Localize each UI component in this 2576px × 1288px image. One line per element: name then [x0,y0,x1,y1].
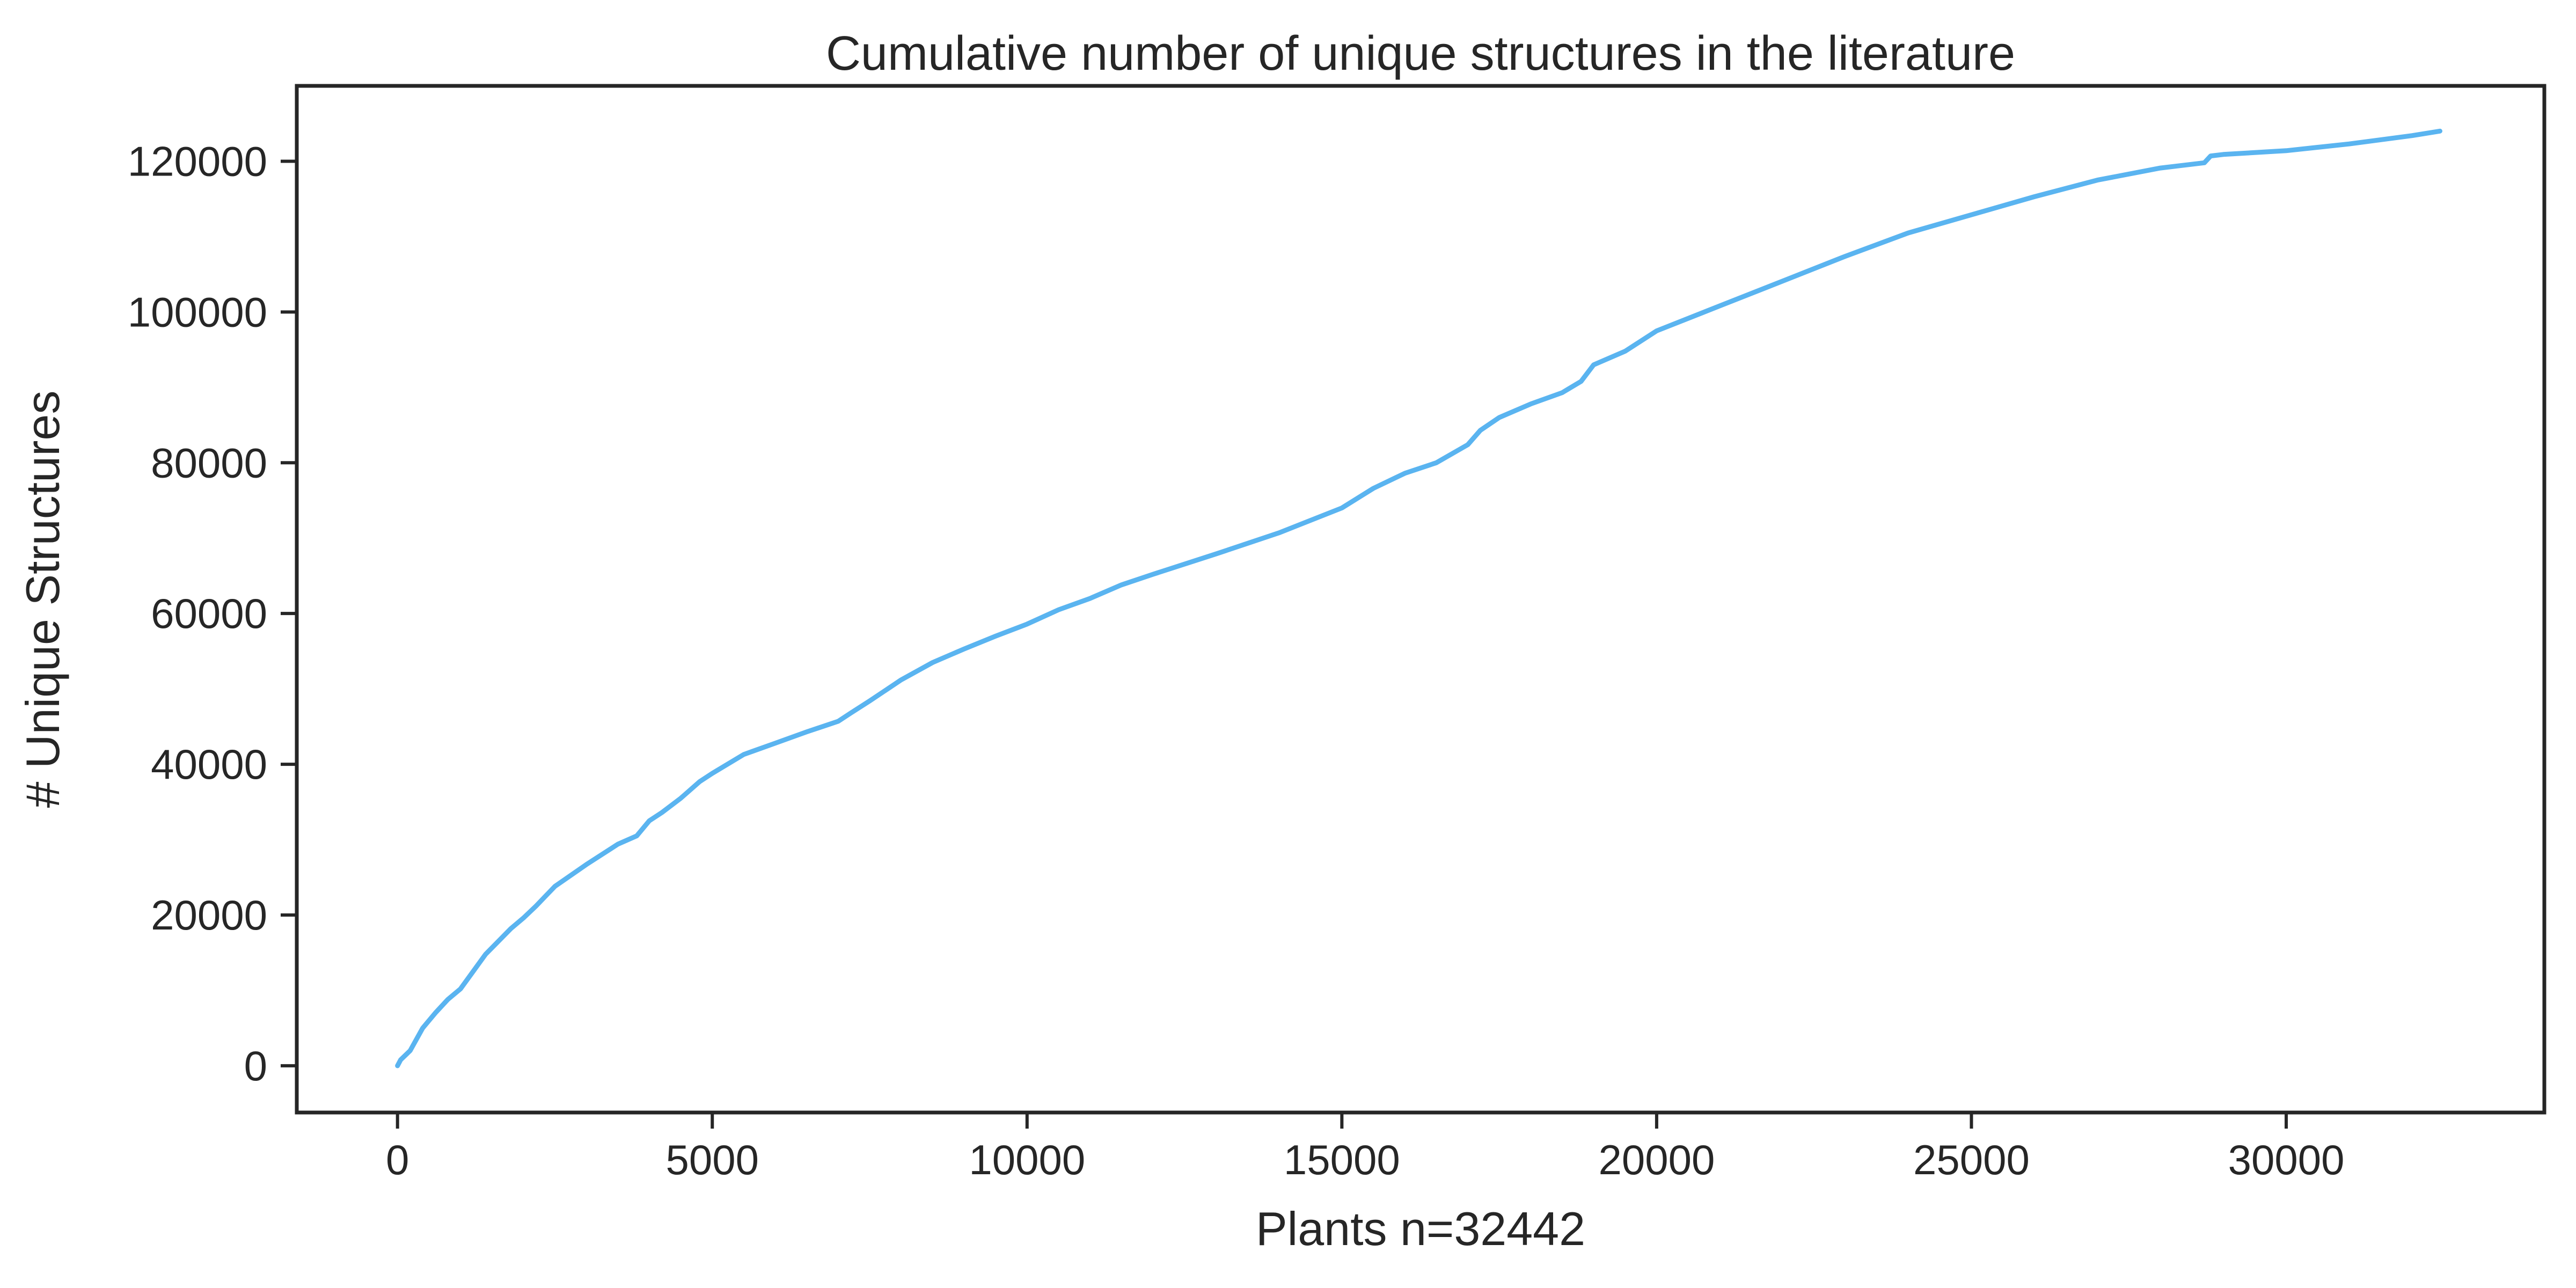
chart-title: Cumulative number of unique structures i… [826,27,2015,80]
x-tick-label: 5000 [665,1136,759,1183]
x-tick-label: 15000 [1284,1136,1400,1183]
y-tick-label: 40000 [151,741,267,788]
plot-area [295,84,2546,1115]
x-tick-label: 30000 [2228,1136,2345,1183]
y-tick-label: 0 [244,1042,267,1089]
x-tick-label: 0 [386,1136,409,1183]
y-tick-label: 80000 [151,439,267,486]
y-axis: 0 20000 40000 60000 80000 100000 120000 [128,137,297,1089]
x-tick-label: 10000 [969,1136,1085,1183]
y-tick-label: 60000 [151,590,267,637]
y-tick-label: 120000 [128,137,267,185]
y-tick-label: 20000 [151,891,267,939]
x-tick-label: 20000 [1598,1136,1715,1183]
y-axis-label: # Unique Structures [16,391,69,808]
x-axis: 0 5000 10000 15000 20000 25000 30000 [386,1113,2344,1183]
y-tick-label: 100000 [128,288,267,335]
x-axis-label: Plants n=32442 [1256,1202,1585,1255]
axes-frame [295,84,2546,1115]
series-line-0 [395,128,2442,1069]
x-tick-label: 25000 [1913,1136,2030,1183]
